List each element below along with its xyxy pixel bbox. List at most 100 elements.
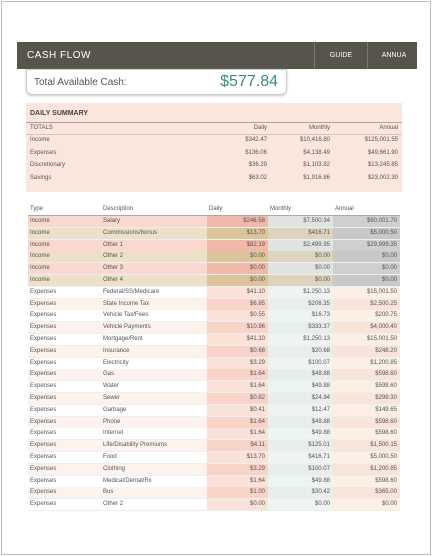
cell-bg <box>268 322 333 334</box>
amount: $1,200.85 <box>370 465 397 472</box>
cell-bg <box>333 440 400 452</box>
cell-bg <box>207 251 268 263</box>
amount: $208.35 <box>308 300 330 307</box>
summary-cell: $342.47 <box>245 137 267 143</box>
title: CASH FLOW <box>27 50 91 61</box>
text-cell: Expenses <box>30 406 57 413</box>
cell-bg <box>101 310 207 322</box>
cell-bg <box>28 452 101 463</box>
text-cell: Salary <box>103 218 121 224</box>
text-cell: Food <box>103 454 117 460</box>
row-rule <box>28 392 400 394</box>
cell-bg <box>207 452 268 463</box>
amount: $90,001.70 <box>366 218 397 224</box>
amount: $13.70 <box>246 229 265 236</box>
text-cell: Income <box>30 229 50 236</box>
text-cell: Clothing <box>103 465 126 472</box>
amount: $0.00 <box>314 501 330 508</box>
amount: $0.00 <box>249 277 265 283</box>
amount: $0.00 <box>249 265 265 272</box>
cell-bg <box>207 404 268 416</box>
amount: $1.64 <box>249 383 265 390</box>
cell-bg <box>28 345 101 357</box>
amount: $0.82 <box>249 395 265 401</box>
cell-bg <box>207 440 268 452</box>
amount: $598.60 <box>375 418 397 425</box>
amount: $598.60 <box>375 477 397 484</box>
guide-button[interactable]: GUIDE <box>314 42 367 69</box>
summary-cell: $4,138.49 <box>303 149 330 156</box>
amount: $100.07 <box>308 465 330 472</box>
cell-bg <box>207 310 268 322</box>
cell-bg <box>268 286 333 298</box>
amount: $5,000.50 <box>370 454 397 460</box>
cell-bg <box>268 239 333 251</box>
cell-bg <box>268 475 333 487</box>
header-bar: CASH FLOW GUIDE ANNUA <box>17 42 417 69</box>
cell-bg <box>333 499 400 511</box>
cell-bg <box>207 416 268 428</box>
amount: $0.00 <box>381 253 397 260</box>
amount: $0.00 <box>381 265 397 272</box>
cell-bg <box>333 487 400 499</box>
cell-bg <box>207 428 268 440</box>
cell-bg <box>28 227 101 239</box>
amount: $15,001.50 <box>366 288 397 295</box>
amount: $1.64 <box>249 371 265 378</box>
text-cell: Gas <box>103 371 115 378</box>
cell-bg <box>28 239 101 251</box>
amount: $16.73 <box>311 312 330 319</box>
amount: $125.01 <box>308 442 330 449</box>
amount: $0.41 <box>249 406 265 413</box>
amount: $1.64 <box>249 418 265 425</box>
column-header: Annual <box>335 206 354 212</box>
amount: $1.00 <box>249 489 265 496</box>
cell-bg <box>101 475 207 487</box>
cell-bg <box>28 310 101 322</box>
amount: $5,000.50 <box>370 229 397 236</box>
cell-bg <box>268 499 333 511</box>
cell-bg <box>333 263 400 275</box>
row-rule <box>28 486 400 488</box>
text-cell: Expenses <box>30 489 57 496</box>
cell-bg <box>268 452 333 463</box>
cell-bg <box>333 463 400 475</box>
cell-bg <box>101 334 207 345</box>
row-rule <box>28 309 400 311</box>
cell-bg <box>333 416 400 428</box>
cell-bg <box>333 334 400 345</box>
row-rule <box>28 333 400 335</box>
cell-bg <box>207 393 268 404</box>
annual-button[interactable]: ANNUA <box>367 42 420 69</box>
amount: $0.00 <box>314 277 330 283</box>
cell-bg <box>28 251 101 263</box>
cell-bg <box>28 393 101 404</box>
cell-bg <box>268 381 333 393</box>
amount: $4,000.40 <box>370 324 397 331</box>
summary-cell: $36.29 <box>248 162 267 168</box>
text-cell: Expenses <box>30 418 57 425</box>
amount: $7,500.34 <box>303 218 330 224</box>
cell-bg <box>28 416 101 428</box>
row-rule <box>28 345 400 346</box>
cell-bg <box>101 487 207 499</box>
column-header: Description <box>103 206 134 212</box>
text-cell: Expenses <box>30 324 57 331</box>
summary-cell: $136.06 <box>245 149 267 156</box>
text-cell: Expenses <box>30 477 57 484</box>
rule <box>26 122 402 123</box>
cell-bg <box>207 275 268 286</box>
cell-bg <box>333 239 400 251</box>
cell-bg <box>333 251 400 263</box>
cell-bg <box>268 440 333 452</box>
amount: $598.60 <box>375 383 397 390</box>
text-cell: Internet <box>103 430 124 437</box>
cell-bg <box>101 369 207 381</box>
text-cell: Mortgage/Rent <box>103 336 143 342</box>
cell-bg <box>101 298 207 310</box>
text-cell: Other 2 <box>103 253 124 260</box>
cell-bg <box>101 322 207 334</box>
text-cell: Expenses <box>30 395 57 401</box>
cell-bg <box>28 275 101 286</box>
